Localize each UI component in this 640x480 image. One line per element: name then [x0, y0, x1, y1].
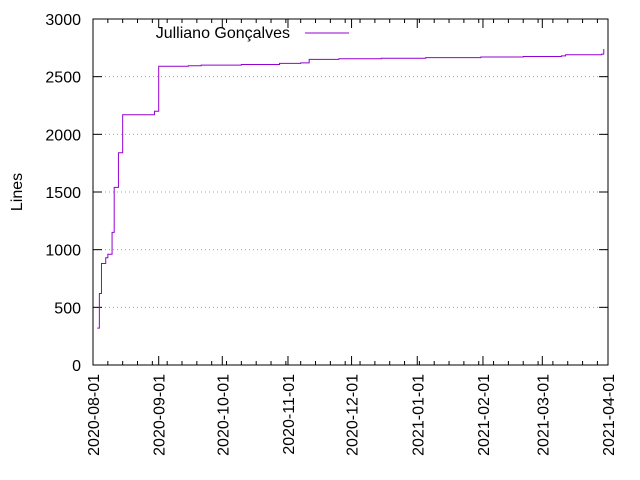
y-tick-label: 2000 [45, 127, 81, 144]
x-tick-label: 2020-09-01 [152, 374, 169, 456]
x-axis-labels: 2020-08-01 2020-09-01 2020-10-01 2020-11-01… [86, 374, 618, 456]
x-tick-label: 2020-08-01 [86, 374, 103, 456]
series-line [97, 48, 605, 329]
x-tick-label: 2020-10-01 [215, 374, 232, 456]
y-tick-label: 1000 [45, 243, 81, 260]
legend-label: Julliano Gonçalves [156, 25, 290, 42]
x-tick-label: 2020-11-01 [281, 374, 298, 455]
y-tick-label: 1500 [45, 185, 81, 202]
axis-ticks [92, 18, 609, 366]
y-tick-label: 3000 [45, 12, 81, 29]
x-tick-label: 2020-12-01 [345, 374, 362, 456]
x-tick-label: 2021-04-01 [601, 374, 618, 456]
y-axis-labels: 0 500 1000 1500 2000 2500 3000 [45, 12, 81, 375]
grid-lines [93, 76, 608, 308]
x-tick-label: 2021-01-01 [410, 374, 427, 456]
x-tick-label: 2021-03-01 [535, 374, 552, 456]
series-layer [97, 48, 605, 329]
y-tick-label: 0 [72, 358, 81, 375]
y-tick-label: 500 [54, 300, 81, 317]
x-tick-label: 2021-02-01 [476, 374, 493, 456]
legend: Julliano Gonçalves [156, 25, 349, 42]
plot-frame [92, 18, 609, 366]
y-axis-title: Lines [9, 173, 26, 211]
y-tick-label: 2500 [45, 70, 81, 87]
